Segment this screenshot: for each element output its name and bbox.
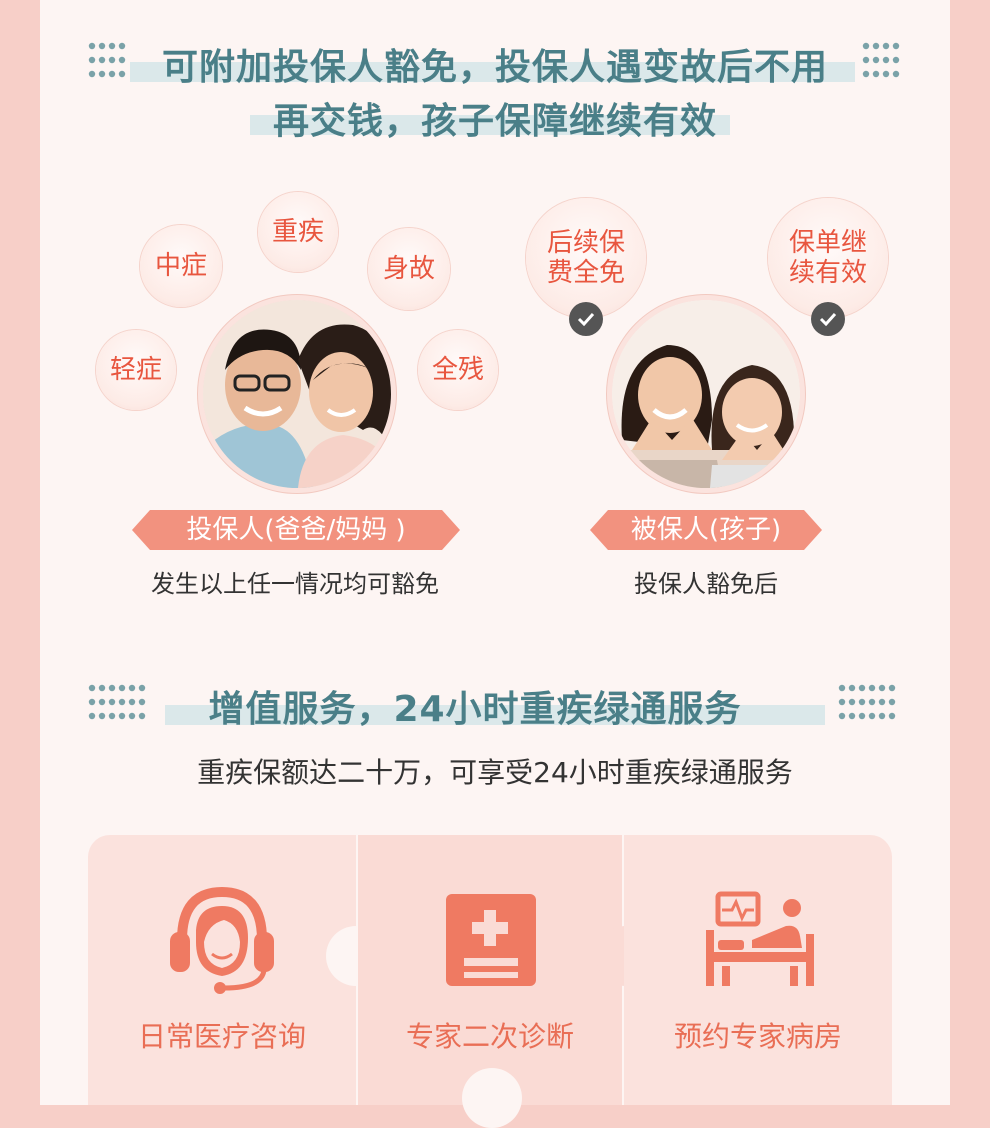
children-photo: [612, 300, 800, 488]
policyholder-caption: 发生以上任一情况均可豁免: [151, 570, 439, 598]
condition-bubble-death: 身故: [368, 228, 450, 310]
section-heading-line1: 可附加投保人豁免，投保人遇变故后不用: [161, 47, 828, 88]
check-icon: [569, 302, 603, 336]
decor-dots-left-2: [88, 684, 146, 720]
decor-dots-left-1: [88, 42, 126, 78]
check-icon: [811, 302, 845, 336]
service-label-consultation: 日常医疗咨询: [137, 1020, 306, 1053]
condition-bubble-disability: 全残: [418, 330, 498, 410]
heading-highlight: [250, 115, 730, 135]
condition-bubble-mild: 轻症: [96, 330, 176, 410]
decor-dots-right-2: [838, 684, 896, 720]
condition-bubble-critical: 重疾: [258, 192, 338, 272]
medical-report-icon: [442, 890, 542, 994]
service-card-second-opinion: 专家二次诊断: [358, 835, 622, 1105]
service-label-ward-booking: 预约专家病房: [673, 1020, 842, 1053]
service-card-ward-booking: 预约专家病房: [624, 835, 892, 1105]
benefit-bubble-policy-valid: 保单继续有效: [768, 198, 888, 318]
policyholder-ribbon: 投保人(爸爸/妈妈 ): [132, 510, 460, 550]
section2-heading: 增值服务，24小时重疾绿通服务: [208, 689, 742, 730]
insured-caption: 投保人豁免后: [634, 570, 778, 598]
hospital-bed-icon: [702, 890, 818, 994]
benefit-bubble-premium-waived: 后续保费全免: [526, 198, 646, 318]
insured-ribbon: 被保人(孩子): [590, 510, 822, 550]
parents-photo: [203, 300, 391, 488]
service-card-consultation: 日常医疗咨询: [88, 835, 356, 1105]
heading-highlight: [165, 705, 825, 725]
decor-dots-right-1: [862, 42, 900, 78]
puzzle-knob: [462, 1068, 522, 1128]
section-heading-line2: 再交钱，孩子保障继续有效: [272, 101, 717, 142]
service-label-second-opinion: 专家二次诊断: [405, 1020, 574, 1053]
condition-bubble-moderate: 中症: [140, 225, 222, 307]
headset-agent-icon: [162, 880, 282, 1004]
section2-subtitle: 重疾保额达二十万，可享受24小时重疾绿通服务: [197, 756, 793, 789]
heading-highlight: [130, 62, 855, 82]
